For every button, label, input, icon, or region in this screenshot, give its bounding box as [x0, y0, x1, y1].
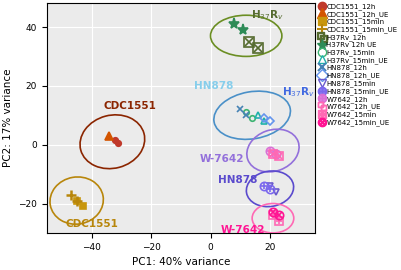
Text: CDC1551: CDC1551: [104, 102, 157, 112]
Text: CDC1551: CDC1551: [65, 219, 118, 229]
Legend: CDC1551_12h, CDC1551_12h_UE, CDC1551_15min, CDC1551_15min_UE, H37Rv_12h, H37Rv 1: CDC1551_12h, CDC1551_12h_UE, CDC1551_15m…: [318, 2, 398, 127]
Y-axis label: PC2: 17% variance: PC2: 17% variance: [3, 69, 13, 167]
Text: HN878: HN878: [194, 81, 233, 91]
X-axis label: PC1: 40% variance: PC1: 40% variance: [132, 257, 230, 267]
Text: HN878: HN878: [218, 175, 257, 185]
Text: H$_{37}$R$_v$: H$_{37}$R$_v$: [282, 85, 315, 99]
Text: W-7642: W-7642: [221, 225, 265, 235]
Text: W-7642: W-7642: [200, 154, 245, 164]
Text: H$_{37}$R$_v$: H$_{37}$R$_v$: [251, 8, 284, 22]
